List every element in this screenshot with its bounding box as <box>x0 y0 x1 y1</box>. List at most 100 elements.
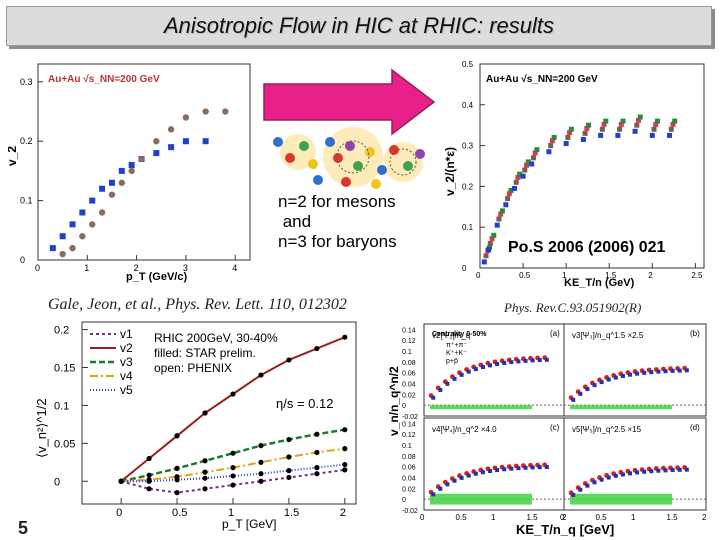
systematic-band <box>570 493 672 505</box>
data-point <box>522 167 528 173</box>
data-point <box>473 471 478 476</box>
data-point <box>286 468 292 474</box>
data-point <box>653 121 659 127</box>
data-point <box>529 161 535 167</box>
data-point <box>585 483 590 488</box>
data-point <box>565 134 571 140</box>
legend-label: p+p̄ <box>446 358 458 365</box>
legend-label: π⁺+π⁻ <box>446 342 467 349</box>
data-point <box>466 369 471 374</box>
x-tick-label: 1.5 <box>527 513 539 522</box>
data-point <box>202 469 208 475</box>
data-point <box>445 381 450 386</box>
y-tick-label: 0.1 <box>462 223 474 232</box>
data-point <box>202 108 209 115</box>
data-point <box>584 125 590 131</box>
chart1-title: Au+Au √s_NN=200 GeV <box>48 74 160 85</box>
data-point <box>516 359 521 364</box>
chart3-subtitle: filled: STAR prelim. <box>154 346 256 360</box>
data-point <box>592 480 597 485</box>
x-tick-label: 0.5 <box>456 513 468 522</box>
y-tick-label: 0.1 <box>402 349 412 356</box>
data-point <box>69 221 76 228</box>
data-point <box>174 490 180 496</box>
data-point <box>473 367 478 372</box>
series-line-v3 <box>120 428 345 483</box>
data-point <box>670 368 675 373</box>
data-point <box>488 469 493 474</box>
chart3-ylabel: ⟨v_n²⟩^1/2 <box>34 398 49 458</box>
data-point <box>544 465 549 470</box>
slide-title-box: Anisotropic Flow in HIC at RHIC: results <box>6 6 712 46</box>
data-point <box>480 470 485 475</box>
data-point <box>613 473 618 478</box>
data-point <box>563 141 569 147</box>
data-point <box>438 388 443 393</box>
data-point <box>153 150 160 157</box>
y-tick-label: -0.02 <box>402 508 418 515</box>
x-tick-label: 0 <box>476 271 481 280</box>
data-point <box>487 241 493 247</box>
data-point <box>495 362 500 367</box>
x-tick-label: 0.5 <box>596 513 608 522</box>
subpanel-a: (a) v2[Ψ₂]/n_q -0.02 0 0.02 0.04 0.06 0.08 0.1 0.… <box>402 323 567 421</box>
data-point <box>516 466 521 471</box>
data-point <box>505 196 511 202</box>
data-point <box>628 471 633 476</box>
x-tick-label: 1.5 <box>284 507 299 519</box>
data-point <box>502 360 507 365</box>
data-point <box>599 477 604 482</box>
data-point <box>99 185 106 192</box>
data-point <box>620 472 625 477</box>
data-point <box>509 360 514 365</box>
data-point <box>603 118 609 124</box>
data-point <box>606 475 611 480</box>
data-point <box>258 372 264 378</box>
data-point <box>314 431 320 437</box>
data-point <box>79 233 86 240</box>
x-tick-label: 1 <box>84 263 89 273</box>
data-point <box>118 478 124 484</box>
y-tick-label: 0.1 <box>54 400 69 412</box>
data-point <box>452 478 457 483</box>
data-point <box>342 461 348 468</box>
series-line-v1 <box>120 468 345 494</box>
chart2-ylabel: v_2/(n*ε) <box>444 147 457 196</box>
y-tick-label: 0.1 <box>20 196 33 206</box>
data-point <box>153 138 160 145</box>
data-point <box>314 465 320 471</box>
data-point <box>286 357 292 363</box>
data-point <box>202 475 208 481</box>
data-point <box>642 469 647 474</box>
data-point <box>146 472 152 478</box>
data-point <box>642 370 647 375</box>
data-point <box>571 397 576 402</box>
data-point <box>258 459 264 465</box>
data-point <box>314 345 320 352</box>
y-tick-label: 0.3 <box>462 142 474 151</box>
data-point <box>684 368 689 373</box>
data-point <box>546 149 552 155</box>
data-point <box>506 191 512 197</box>
y-tick-label: 0.06 <box>402 371 416 378</box>
data-point <box>677 368 682 373</box>
data-point <box>314 449 320 456</box>
data-point <box>342 427 348 433</box>
y-tick-label: 0.08 <box>402 454 416 461</box>
data-point <box>108 191 116 198</box>
data-point <box>128 167 135 175</box>
data-point <box>508 187 514 193</box>
chart1-xlabel: p_T (GeV/c) <box>126 271 187 283</box>
data-point <box>620 118 626 124</box>
data-point <box>108 179 115 186</box>
y-tick-label: 0.1 <box>402 443 412 450</box>
data-point <box>598 132 604 138</box>
y-tick-label: 0.08 <box>402 360 416 367</box>
data-point <box>438 486 443 491</box>
data-point <box>202 486 208 492</box>
data-point <box>128 161 135 168</box>
data-point <box>168 144 175 151</box>
data-point <box>89 221 96 228</box>
y-tick-label: 0 <box>462 264 467 273</box>
data-point <box>515 174 521 180</box>
